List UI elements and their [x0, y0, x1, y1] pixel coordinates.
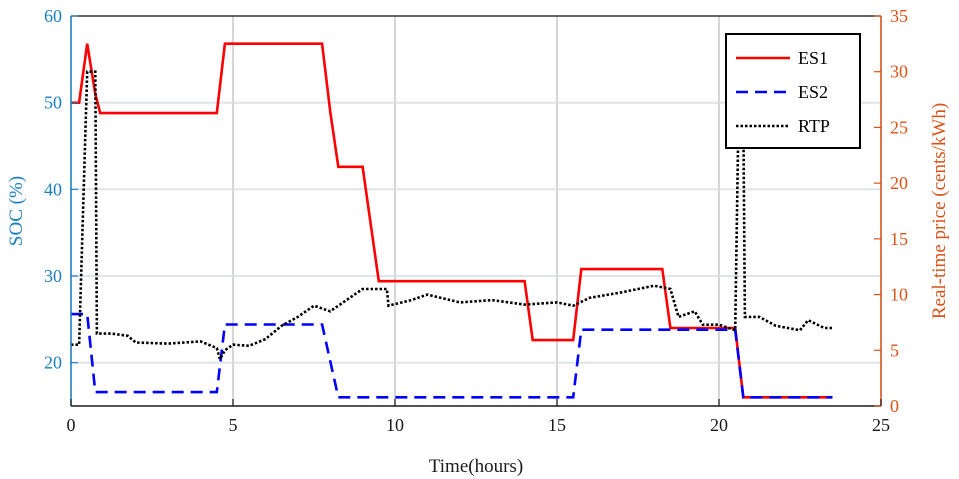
y-right-tick-label: 10	[890, 285, 908, 305]
y-right-tick-label: 20	[890, 173, 908, 193]
legend: ES1 ES2 RTP	[725, 33, 861, 149]
y-left-tick-label: 50	[44, 93, 62, 113]
y-left-tick-label: 20	[44, 353, 62, 373]
x-tick-label: 15	[548, 415, 566, 435]
y-right-tick-label: 5	[890, 340, 899, 360]
x-tick-label: 0	[67, 415, 76, 435]
y-right-tick-label: 35	[890, 6, 908, 26]
y-left-tick-label: 60	[44, 6, 62, 26]
y-right-tick-label: 25	[890, 117, 908, 137]
x-tick-label: 10	[386, 415, 404, 435]
series-layer	[71, 42, 833, 399]
y-right-axis-title: Real-time price (cents/kWh)	[929, 103, 950, 319]
series-line-es1	[71, 42, 833, 399]
y-right-tick-label: 0	[890, 396, 899, 416]
series-line-rtp	[71, 70, 833, 363]
x-tick-label: 5	[229, 415, 238, 435]
y-left-axis-title: SOC (%)	[6, 176, 27, 246]
axes: 0 5 10 15 20 25 20 30 40 50 60 0 5 10 15 20 25 30 35	[44, 6, 908, 435]
x-axis-title: Time(hours)	[429, 456, 523, 477]
legend-label-es1: ES1	[798, 48, 828, 68]
x-tick-label: 20	[710, 415, 728, 435]
x-tick-label: 25	[872, 415, 890, 435]
legend-label-es2: ES2	[798, 82, 828, 102]
legend-box	[725, 33, 861, 149]
y-left-tick-label: 40	[44, 179, 62, 199]
series-line-es2	[71, 312, 833, 399]
legend-label-rtp: RTP	[798, 116, 830, 136]
y-right-tick-label: 30	[890, 62, 908, 82]
y-left-tick-label: 30	[44, 266, 62, 286]
y-right-tick-label: 15	[890, 229, 908, 249]
